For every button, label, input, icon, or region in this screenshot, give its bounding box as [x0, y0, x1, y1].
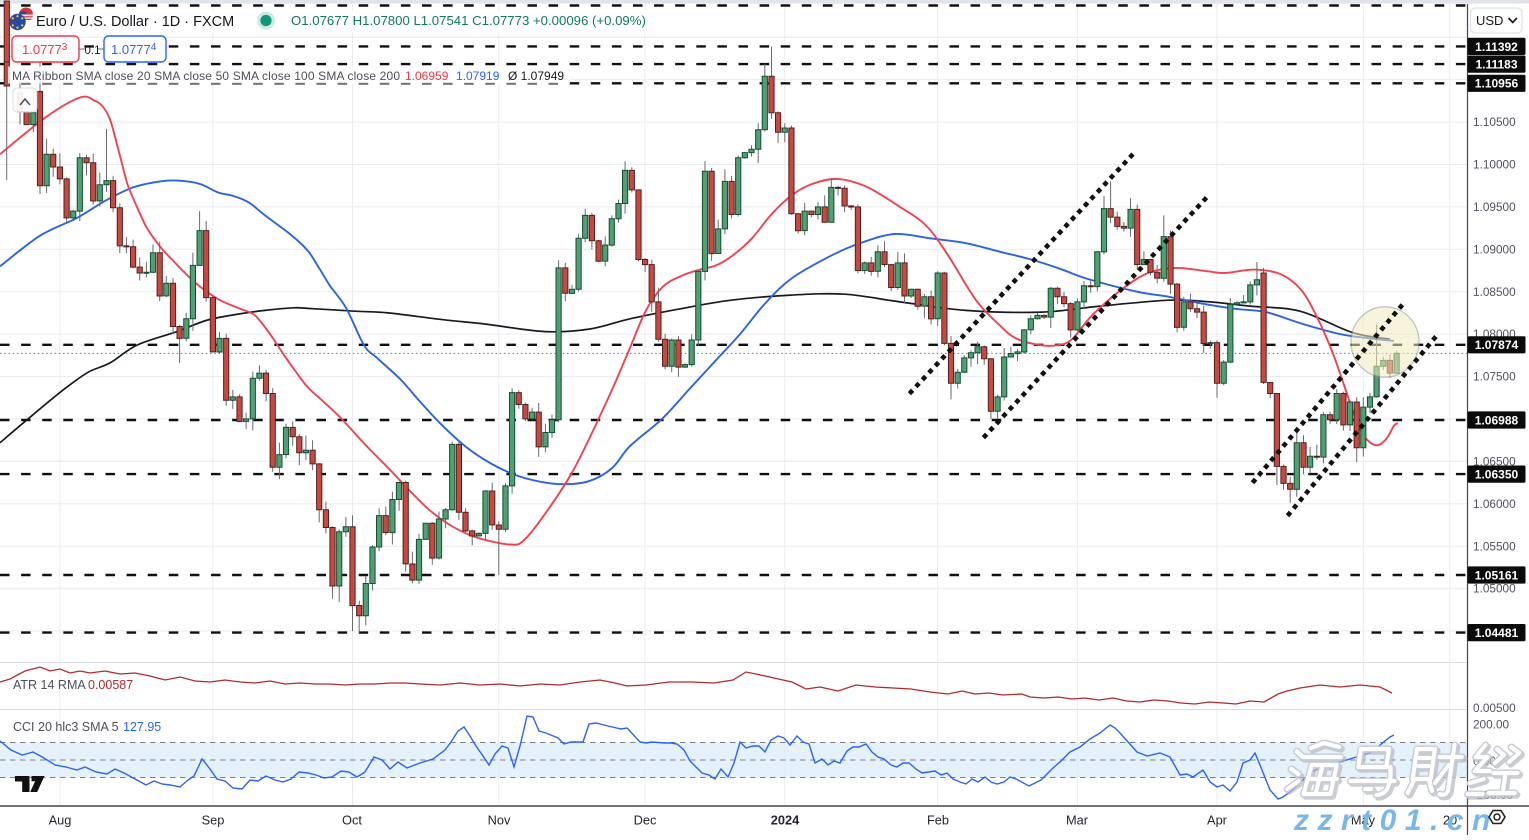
svg-text:Ø 1.07949: Ø 1.07949 — [508, 69, 564, 83]
svg-text:1.10956: 1.10956 — [1475, 77, 1519, 91]
svg-text:Aug: Aug — [49, 813, 72, 828]
svg-text:200.00: 200.00 — [1473, 718, 1510, 732]
svg-text:1.04481: 1.04481 — [1475, 626, 1519, 640]
svg-text:2024: 2024 — [771, 813, 800, 828]
svg-text:1.11392: 1.11392 — [1475, 40, 1518, 54]
svg-text:Apr: Apr — [1207, 813, 1228, 828]
svg-text:1.06500: 1.06500 — [1473, 455, 1516, 469]
svg-text:1.10000: 1.10000 — [1473, 158, 1516, 172]
svg-text:1.09500: 1.09500 — [1473, 200, 1516, 214]
svg-text:1.07774: 1.07774 — [111, 42, 157, 57]
svg-text:0.00500: 0.00500 — [1473, 701, 1516, 715]
svg-text:May: May — [1351, 813, 1376, 828]
svg-text:O1.07677 H1.07800 L1.07541 C1.: O1.07677 H1.07800 L1.07541 C1.07773 +0.0… — [291, 13, 646, 28]
svg-text:Mar: Mar — [1066, 813, 1089, 828]
svg-text:CCI 20 hlc3 SMA 5: CCI 20 hlc3 SMA 5 — [13, 720, 119, 734]
svg-text:0.1: 0.1 — [85, 45, 101, 57]
svg-text:Dec: Dec — [634, 813, 657, 828]
svg-text:1.05161: 1.05161 — [1475, 568, 1519, 582]
svg-text:1.11183: 1.11183 — [1475, 58, 1517, 72]
svg-text:1.06000: 1.06000 — [1473, 497, 1516, 511]
svg-text:Euro / U.S. Dollar · 1D · FXCM: Euro / U.S. Dollar · 1D · FXCM — [36, 14, 234, 30]
svg-text:0.00587: 0.00587 — [88, 678, 133, 692]
svg-text:1.06988: 1.06988 — [1475, 413, 1519, 427]
svg-text:MA Ribbon SMA close 20 SMA clo: MA Ribbon SMA close 20 SMA close 50 SMA … — [12, 69, 400, 83]
svg-text:Sep: Sep — [202, 813, 225, 828]
svg-text:1.07919: 1.07919 — [456, 69, 500, 83]
svg-text:Feb: Feb — [927, 813, 949, 828]
svg-text:1.07874: 1.07874 — [1475, 338, 1519, 352]
svg-text:1.07773: 1.07773 — [22, 42, 68, 57]
svg-text:1.05500: 1.05500 — [1473, 539, 1516, 553]
svg-text:20: 20 — [1443, 813, 1457, 828]
svg-text:1.08500: 1.08500 — [1473, 285, 1516, 299]
svg-text:1.06350: 1.06350 — [1475, 468, 1519, 482]
svg-text:zzrt01.cn: zzrt01.cn — [1293, 804, 1499, 835]
svg-text:1.06959: 1.06959 — [405, 69, 449, 83]
svg-text:1.10500: 1.10500 — [1473, 115, 1516, 129]
svg-text:Oct: Oct — [342, 813, 362, 828]
svg-text:1.05000: 1.05000 — [1473, 582, 1516, 596]
svg-text:Nov: Nov — [488, 813, 511, 828]
svg-text:USD: USD — [1476, 13, 1503, 28]
svg-text:1.07500: 1.07500 — [1473, 370, 1516, 384]
svg-text:ATR 14 RMA: ATR 14 RMA — [13, 678, 86, 692]
svg-text:127.95: 127.95 — [123, 720, 161, 734]
svg-text:1.09000: 1.09000 — [1473, 242, 1516, 256]
